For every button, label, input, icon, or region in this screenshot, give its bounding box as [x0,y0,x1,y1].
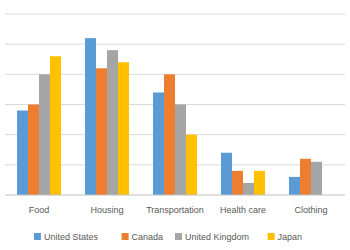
legend: United States Canada United Kingdom Japan [34,232,302,242]
bar [221,153,232,195]
legend-swatch [175,233,182,240]
bar [85,38,96,195]
bar [153,92,164,195]
bar [311,162,322,195]
bar [28,105,39,196]
legend-label: United States [44,232,99,242]
x-tick-label: Transportation [146,205,204,215]
x-tick-label: Food [29,205,50,215]
legend-swatch [268,233,275,240]
bar [96,68,107,195]
x-tick-label: Clothing [294,205,327,215]
bar [254,171,265,195]
grid-line [5,14,345,15]
legend-label: United Kingdom [185,232,249,242]
bar [300,159,311,195]
bar [50,56,61,195]
bar [186,135,197,195]
bar [289,177,300,195]
bar [175,105,186,196]
legend-swatch [122,233,129,240]
bar [243,183,254,195]
legend-label: Canada [132,232,164,242]
bar [107,50,118,195]
bar [164,74,175,195]
bar [118,62,129,195]
bar [232,171,243,195]
legend-swatch [34,233,41,240]
x-tick-label: Housing [90,205,123,215]
grid-line [5,44,345,45]
bars [17,38,322,195]
bar [39,74,50,195]
x-axis [5,195,345,196]
x-tick-label: Health care [220,205,266,215]
chart: Food Housing Transportation Health care Clot… [0,0,350,250]
legend-label: Japan [278,232,303,242]
bar [17,111,28,195]
